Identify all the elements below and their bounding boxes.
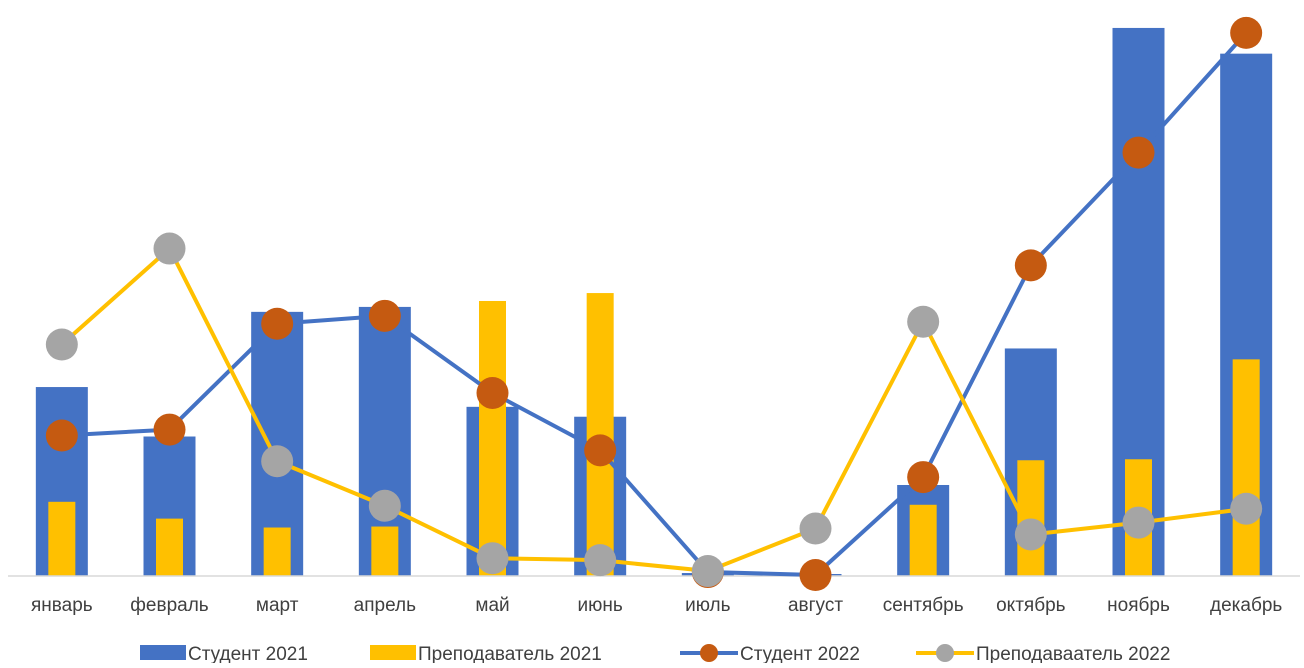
x-tick-label-4: май [475,595,509,616]
marker-teacher-2022-11 [1230,492,1263,525]
legend-label-student-2022: Студент 2022 [740,644,860,663]
x-tick-label-6: июль [685,595,731,616]
marker-teacher-2022-9 [1014,518,1047,551]
legend: Студент 2021 Преподаватель 2021 Студент 20… [140,644,1170,665]
x-tick-label-2: март [256,595,299,616]
bar-teacher-2021-2 [263,527,291,576]
marker-teacher-2022-10 [1122,506,1155,539]
x-tick-labels: январь февраль март апрель май июнь июль август… [31,595,1282,616]
marker-teacher-2022-3 [368,489,401,522]
marker-student-2022-0 [45,419,78,452]
legend-marker-teacher-2022 [936,644,954,662]
legend-label-teacher-2021: Преподаватель 2021 [418,644,602,663]
marker-student-2022-10 [1122,136,1155,169]
legend-item-student-2022: Студент 2022 [680,644,860,665]
marker-student-2022-9 [1014,249,1047,282]
x-tick-label-9: октябрь [996,595,1066,616]
marker-teacher-2022-5 [584,544,617,577]
marker-teacher-2022-4 [476,542,509,575]
marker-student-2022-5 [584,434,617,467]
marker-teacher-2022-8 [907,305,940,338]
x-tick-label-1: февраль [130,595,209,616]
legend-swatch-student-2021 [140,645,186,660]
marker-teacher-2022-6 [691,555,724,588]
bar-teacher-2021-0 [48,501,76,576]
bar-teacher-2021-11 [1232,359,1260,576]
x-tick-label-0: январь [31,595,93,616]
legend-item-teacher-2022: Преподаваатель 2022 [916,644,1170,665]
legend-item-student-2021: Студент 2021 [140,644,308,665]
bar-teacher-2021-3 [371,526,399,576]
line-student-2022 [61,31,1248,578]
marker-student-2022-8 [907,461,940,494]
legend-item-teacher-2021: Преподаватель 2021 [370,644,602,665]
x-tick-label-5: июнь [578,595,623,616]
marker-teacher-2022-7 [799,512,832,545]
legend-label-teacher-2022: Преподаваатель 2022 [976,644,1170,663]
marker-teacher-2022-2 [261,445,294,478]
markers-layer [45,16,1263,592]
marker-student-2022-3 [368,299,401,332]
x-tick-label-10: ноябрь [1107,595,1170,616]
marker-student-2022-7 [799,559,832,592]
x-tick-label-8: сентябрь [883,595,964,616]
bar-teacher-2021-8 [909,504,937,576]
bars-layer [35,27,1273,577]
x-tick-label-11: декабрь [1210,595,1282,616]
x-tick-label-7: август [788,595,843,616]
lines-layer [60,31,1248,578]
line-teacher-2022 [60,246,1247,574]
marker-student-2022-2 [261,307,294,340]
legend-marker-student-2022 [700,644,718,662]
bar-teacher-2021-1 [156,518,183,576]
legend-label-student-2021: Студент 2021 [188,644,308,663]
marker-teacher-2022-1 [153,232,186,265]
marker-student-2022-1 [153,413,186,446]
marker-student-2022-4 [476,376,509,409]
legend-swatch-teacher-2021 [370,645,416,660]
marker-student-2022-11 [1230,16,1263,49]
marker-teacher-2022-0 [45,328,78,361]
x-tick-label-3: апрель [354,595,416,616]
bar-teacher-2021-4 [479,300,506,576]
